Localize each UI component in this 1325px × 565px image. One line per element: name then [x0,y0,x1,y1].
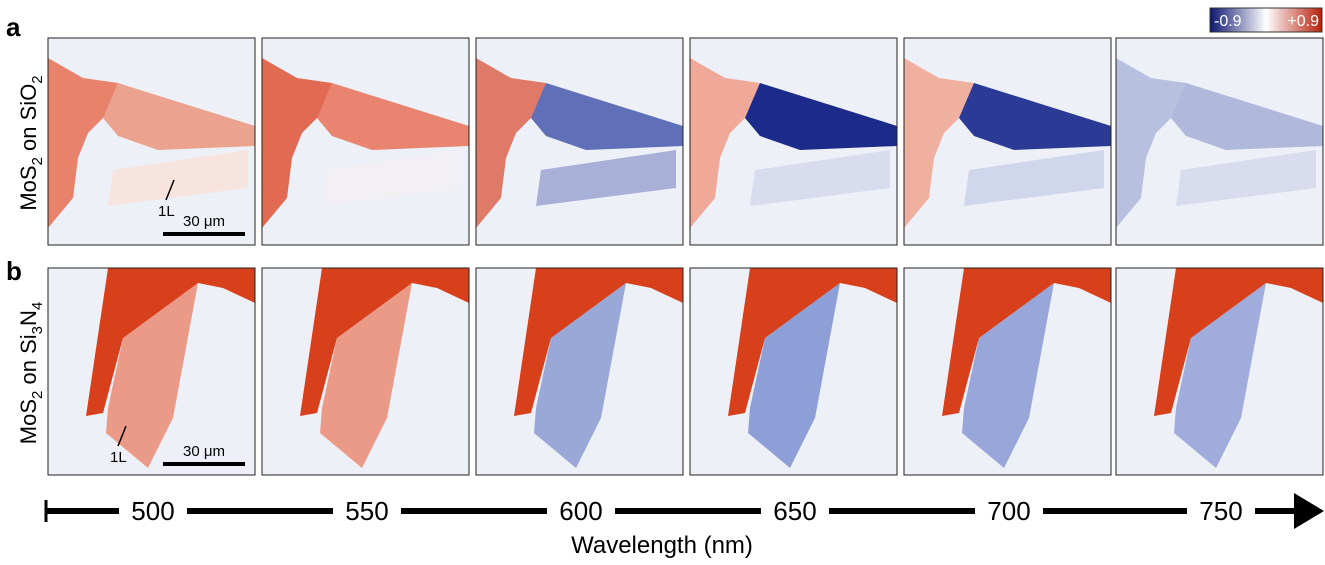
image-panel [475,267,684,476]
flake-bulk [48,58,118,228]
scale-bar-label: 30 μm [183,443,225,460]
image-panel [1115,37,1324,246]
annotation-arrow [165,179,175,201]
flake-bulk [531,83,683,150]
flake-monolayer [322,150,462,206]
image-panel [475,37,684,246]
scale-bar-label: 30 μm [183,213,225,230]
flake-monolayer [1176,150,1316,206]
flake-bulk [904,58,974,228]
panel-border [47,37,256,246]
flake-thick [514,268,683,416]
panel-border [261,37,470,246]
flake-monolayer [1174,283,1266,468]
panel-letter: b [6,256,22,286]
wavelength-label: 600 [559,496,602,526]
label-gap [1187,498,1255,524]
flake-monolayer [534,283,626,468]
panel-border [689,37,898,246]
flake-thick [86,268,255,416]
image-panel [689,267,898,476]
flake-thick [300,268,469,416]
flake-bulk [476,58,546,228]
label-gap [333,498,401,524]
flake-thick [942,268,1111,416]
flake-bulk [745,83,897,150]
image-panel [261,37,470,246]
colorbar [1209,7,1323,33]
panel-border [689,267,898,476]
annotation: 1L [110,449,127,466]
image-panel [903,37,1112,246]
flake-monolayer [106,283,198,468]
panel-border [903,37,1112,246]
wavelength-label: 500 [131,496,174,526]
scale-bar [163,462,245,466]
wavelength-label: 700 [987,496,1030,526]
image-panel [903,267,1112,476]
label-gap [119,498,187,524]
image-panel: 1L 30 μm [47,37,256,246]
flake-monolayer [750,150,890,206]
scale-bar [163,232,245,236]
image-panel [689,37,898,246]
panel-border [903,267,1112,476]
flake-bulk [317,83,469,150]
flake-bulk [959,83,1111,150]
colorbar-min: -0.9 [1214,13,1242,30]
flake-bulk [262,58,332,228]
flake-bulk [1116,58,1186,228]
image-panel [1115,267,1324,476]
flake-bulk [1171,83,1323,150]
panel-border [1115,267,1324,476]
label-gap [547,498,615,524]
panel-border [47,267,256,476]
wavelength-label: 750 [1199,496,1242,526]
x-label: Wavelength (nm) [571,532,753,559]
panel-letter: a [6,12,21,42]
wavelength-labels: 500 550 600 650 700 750 [119,496,1255,526]
panel-border [1115,37,1324,246]
annotation-arrow [117,425,127,447]
wavelength-label: 550 [345,496,388,526]
wavelength-label: 650 [773,496,816,526]
flake-monolayer [108,150,248,206]
flake-bulk [690,58,760,228]
image-panel: 1L 30 μm [47,267,256,476]
row-label: MoS2 on SiO2 [16,75,46,210]
flake-monolayer [964,150,1104,206]
flake-monolayer [536,150,676,206]
flake-monolayer [962,283,1054,468]
image-panels: 1L 30 μm 1L 30 μm [47,37,1324,476]
flake-bulk [103,83,255,150]
flake-thick [1154,268,1323,416]
panel-border [475,37,684,246]
colorbar-max: +0.9 [1287,13,1319,30]
label-gap [761,498,829,524]
flake-monolayer [320,283,412,468]
label-gap [975,498,1043,524]
row-label: MoS2 on Si3N4 [16,302,46,444]
flake-thick [728,268,897,416]
panel-border [261,267,470,476]
annotation: 1L [158,203,175,220]
flake-monolayer [748,283,840,468]
image-panel [261,267,470,476]
panel-border [475,267,684,476]
